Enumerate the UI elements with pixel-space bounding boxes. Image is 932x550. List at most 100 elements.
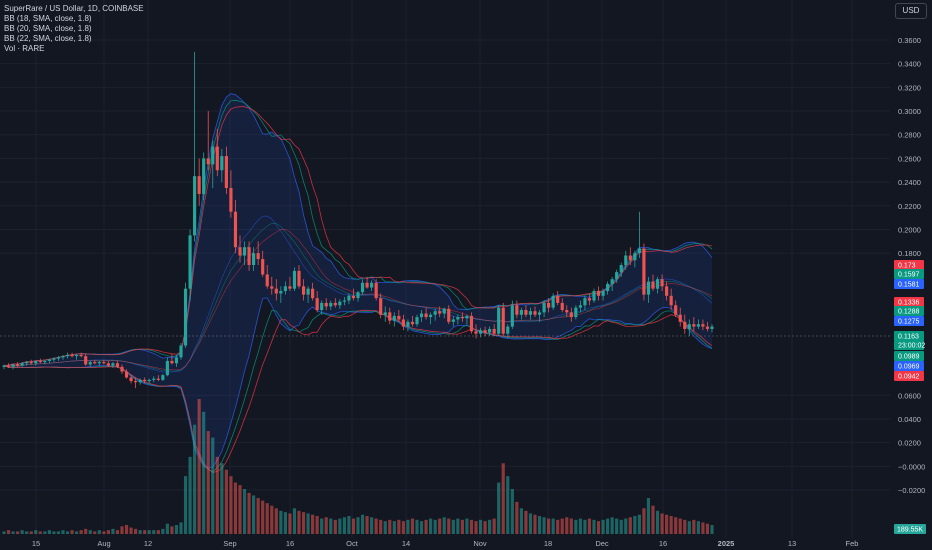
currency-button[interactable]: USD	[895, 3, 927, 19]
volume-bar	[70, 530, 74, 534]
candle-body	[596, 291, 601, 296]
candle-body	[569, 312, 573, 318]
volume-bar	[2, 531, 6, 534]
volume-bar	[533, 514, 537, 534]
candle-body	[619, 265, 623, 273]
candle-body	[324, 302, 328, 307]
price-tag	[894, 371, 924, 381]
candle-body	[124, 371, 129, 378]
volume-bar	[587, 518, 592, 534]
candle-body	[424, 313, 428, 318]
volume-bar	[360, 514, 365, 534]
y-tick-label: 0.3400	[898, 60, 921, 69]
volume-bar	[492, 518, 496, 534]
candle-body	[320, 302, 324, 310]
volume-bar	[297, 510, 301, 534]
x-tick-label: 16	[659, 539, 667, 548]
volume-bar	[65, 531, 70, 534]
candle-body	[655, 279, 660, 289]
volume-bar	[537, 516, 542, 534]
candle-body	[401, 319, 405, 327]
bb-indicator-1[interactable]: BB (18, SMA, close, 1.8)	[4, 14, 92, 23]
volume-bar	[106, 530, 110, 534]
volume-bar	[315, 516, 319, 534]
candle-body	[674, 305, 678, 315]
candle-body	[610, 279, 614, 284]
volume-bar	[583, 519, 587, 534]
candle-body	[528, 311, 533, 315]
bb-indicator-2[interactable]: BB (20, SMA, close, 1.8)	[4, 24, 92, 33]
price-tag	[894, 260, 924, 270]
candle-body	[356, 292, 360, 299]
candle-body	[111, 363, 115, 366]
x-tick-label: Oct	[346, 539, 359, 548]
volume-bar	[206, 431, 210, 534]
volume-bar	[388, 519, 392, 534]
volume-bar	[483, 521, 487, 534]
candle-body	[524, 310, 528, 315]
candle-body	[510, 305, 514, 327]
candle-body	[651, 281, 655, 289]
candle-body	[6, 365, 11, 367]
candle-body	[537, 312, 542, 315]
volume-bar	[6, 530, 11, 534]
candle-body	[628, 255, 632, 261]
candle-body	[705, 326, 710, 329]
volume-bar	[370, 517, 374, 534]
candle-body	[193, 176, 197, 236]
candle-body	[533, 311, 537, 315]
candle-body	[601, 291, 605, 296]
volume-bar	[660, 513, 664, 534]
price-tag-label: 0.1581	[898, 282, 920, 289]
symbol-title[interactable]: SuperRare / US Dollar, 1D, COINBASE	[4, 4, 144, 13]
x-tick-label: 13	[788, 539, 796, 548]
candle-body	[34, 360, 38, 364]
price-tag	[894, 331, 924, 341]
volume-bar	[115, 530, 120, 534]
volume-bar	[696, 521, 700, 534]
candle-body	[25, 362, 29, 364]
volume-bar	[478, 519, 483, 534]
candle-body	[2, 365, 6, 367]
candle-body	[115, 363, 120, 367]
candle-body	[215, 146, 219, 171]
candle-body	[261, 259, 265, 275]
volume-bar	[551, 518, 555, 534]
volume-bar	[424, 519, 428, 534]
volume-bar	[152, 530, 156, 534]
volume-bar	[469, 519, 474, 534]
candle-body	[646, 281, 651, 295]
volume-bar	[25, 531, 29, 534]
volume-bar	[447, 518, 451, 534]
volume-bar	[193, 424, 197, 534]
candle-body	[578, 305, 582, 308]
candle-body	[687, 324, 691, 329]
candle-body	[710, 326, 714, 329]
volume-bar	[506, 476, 510, 534]
candle-body	[143, 379, 147, 382]
candle-body	[134, 381, 138, 383]
candle-body	[438, 311, 442, 314]
x-tick-label: 2025	[718, 539, 735, 548]
volume-bar	[642, 508, 646, 534]
candle-body	[288, 286, 292, 289]
price-tag-label: 0.1597	[898, 272, 920, 279]
volume-bar	[528, 513, 533, 534]
y-tick-label: 0.2000	[898, 225, 921, 234]
volume-bar	[288, 513, 292, 534]
volume-bar	[501, 463, 505, 534]
candle-body	[156, 378, 160, 380]
candle-body	[460, 317, 464, 319]
x-tick-label: Sep	[223, 539, 236, 548]
price-tag	[894, 269, 924, 279]
volume-bar	[519, 508, 523, 534]
price-tag	[894, 316, 924, 326]
volume-bar	[265, 503, 269, 534]
candle-body	[292, 270, 297, 289]
volume-bar	[333, 519, 337, 534]
volume-indicator[interactable]: Vol · RARE	[4, 44, 45, 53]
candle-body	[152, 378, 156, 380]
bb-indicator-3[interactable]: BB (22, SMA, close, 1.8)	[4, 34, 92, 43]
volume-bar	[202, 411, 206, 534]
